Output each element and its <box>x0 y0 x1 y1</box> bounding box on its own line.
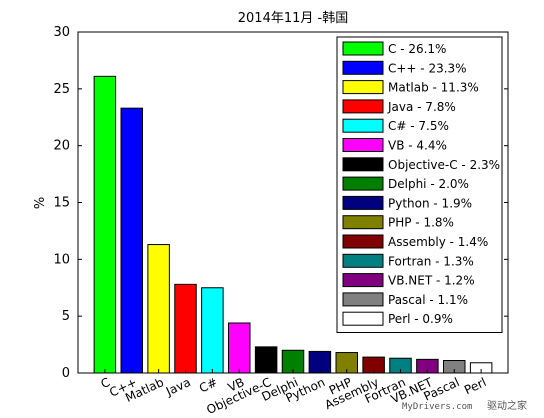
legend-swatch <box>342 195 384 210</box>
legend-entry-label: C - 26.1% <box>388 42 446 56</box>
legend-swatch <box>342 311 384 326</box>
x-tick-label: VB <box>226 375 247 395</box>
legend-entry-label: Pascal - 1.1% <box>388 293 468 307</box>
legend-entry-label: PHP - 1.8% <box>388 216 454 230</box>
legend-entry-label: VB.NET - 1.2% <box>388 274 475 288</box>
legend: C - 26.1% C++ - 23.3% Matlab - 11.3% Java -… <box>336 36 503 333</box>
bar-matlab <box>147 244 170 374</box>
y-tick-label: 25 <box>53 82 70 97</box>
legend-entry-label: Delphi - 2.0% <box>388 177 469 191</box>
legend-entry-label: Fortran - 1.3% <box>388 254 474 268</box>
legend-entry-label: Python - 1.9% <box>388 196 472 210</box>
legend-swatch <box>342 138 384 152</box>
legend-swatch <box>342 60 384 75</box>
legend-entry-label: Perl - 0.9% <box>388 312 453 326</box>
y-tick-label: 0 <box>62 366 70 381</box>
bars-group <box>93 75 493 374</box>
y-axis-label: % <box>33 197 48 209</box>
watermark: MyDrivers.com 驱动之家 <box>402 399 527 412</box>
plot-frame <box>77 31 509 374</box>
bar-java <box>174 283 197 374</box>
y-axis-ticks: 0 5 10 15 20 25 30 <box>53 25 508 381</box>
y-tick-label: 10 <box>53 252 70 267</box>
legend-swatch <box>342 292 384 307</box>
legend-entry-label: Objective-C - 2.3% <box>388 158 500 172</box>
legend-entry-label: C++ - 23.3% <box>388 61 467 75</box>
bar-c- <box>201 287 224 374</box>
legend-entry-label: Assembly - 1.4% <box>388 235 488 249</box>
watermark-name: 驱动之家 <box>487 399 527 412</box>
y-tick-label: 20 <box>53 139 70 154</box>
legend-swatch <box>342 253 384 268</box>
watermark-site: MyDrivers.com <box>402 402 472 412</box>
bar-vb <box>228 322 251 374</box>
legend-entry-label: VB - 4.4% <box>388 139 447 153</box>
legend-swatch <box>342 118 384 133</box>
legend-swatch <box>342 234 384 249</box>
legend-swatch <box>342 215 384 230</box>
legend-swatch <box>342 273 384 288</box>
chart-title: 2014年11月 -韩国 <box>238 11 348 26</box>
legend-swatch <box>342 99 384 114</box>
legend-swatch <box>342 80 384 95</box>
bar-c- <box>120 107 143 374</box>
y-tick-label: 30 <box>53 25 70 40</box>
legend-entry-label: Java - 7.8% <box>387 100 456 114</box>
bar-c <box>93 75 117 374</box>
y-tick-label: 5 <box>62 309 70 324</box>
legend-entry-label: C# - 7.5% <box>388 119 449 133</box>
y-tick-label: 15 <box>53 196 70 211</box>
legend-swatch <box>342 41 384 56</box>
legend-entry-label: Matlab - 11.3% <box>388 81 479 95</box>
legend-swatch <box>342 176 384 191</box>
legend-swatch <box>342 157 384 172</box>
